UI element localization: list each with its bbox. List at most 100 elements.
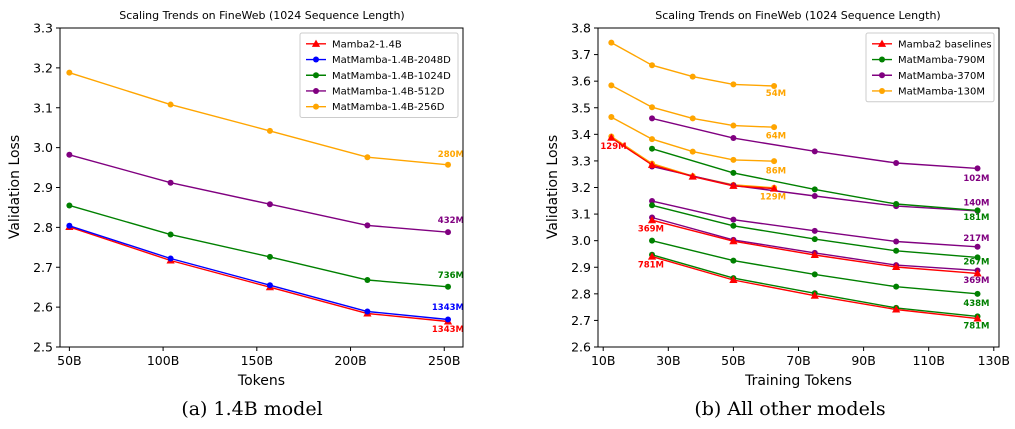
y-tick-label: 3.2 [571,180,591,195]
y-tick-label: 3.4 [571,127,591,142]
data-point [66,202,73,209]
y-tick-label: 2.7 [571,313,591,328]
legend-entry-label: MatMamba-370M [898,71,985,82]
data-point [893,160,900,167]
series-end-label: 781M [963,321,989,331]
data-point [364,154,371,161]
data-point [729,181,738,189]
series-line [69,154,449,233]
legend-entry-label: MatMamba-1.4B-256D [332,102,445,113]
data-point [649,145,656,152]
x-tick-label: 30B [656,353,680,368]
data-point [688,172,697,180]
data-point [689,148,696,155]
data-point [811,148,818,155]
data-point [649,198,656,205]
x-tick-label: 130B [978,353,1010,368]
data-point [608,39,615,46]
series-end-label: 86M [766,166,786,176]
legend-entry-label: Mamba2 baselines [898,39,992,50]
data-point [66,222,73,229]
y-tick-label: 2.9 [33,180,53,195]
legend-box [299,32,459,118]
data-point [771,124,778,131]
series-end-label: 267M [963,258,989,268]
y-tick-label: 2.5 [33,340,53,355]
x-tick-label: 150B [241,353,273,368]
data-point [445,161,452,168]
data-point [66,69,73,76]
series-end-label: 64M [766,131,786,141]
y-tick-label: 3.8 [571,21,591,36]
data-point [730,257,737,264]
legend-swatch-marker [311,39,321,47]
data-point [649,237,656,244]
data-point [730,216,737,223]
data-point [647,215,657,224]
data-point [892,305,901,313]
series-line [651,255,978,320]
data-point [608,82,615,89]
series-end-label: 438M [963,299,989,309]
series-end-label: 1343M [432,303,464,313]
y-tick-label: 3.1 [571,207,591,222]
data-point [266,201,273,208]
y-tick-label: 3.0 [33,140,53,155]
data-point [974,290,981,297]
legend-swatch-marker [877,39,887,47]
series-end-label: 280M [438,150,464,160]
series-end-label: 217M [963,234,989,244]
series-line [69,225,449,321]
y-tick-label: 2.9 [571,260,591,275]
data-point [364,308,371,315]
data-point [810,250,819,259]
data-point [729,275,738,284]
series-end-label: 432M [438,216,464,226]
legend-entry-label: MatMamba-1.4B-1024D [332,71,451,82]
y-tick-label: 3.7 [571,47,591,62]
series-line [610,137,775,190]
data-point [167,179,174,186]
x-tick-label: 50B [721,353,745,368]
data-point [973,269,982,277]
data-point [167,255,174,262]
series-end-label: 736M [438,271,464,281]
y-tick-label: 3.5 [571,100,591,115]
data-point [974,165,981,172]
data-point [647,252,657,260]
series-line [69,226,449,323]
data-point [730,156,737,163]
data-point [649,62,656,69]
data-point [811,227,818,234]
legend-entry-label: MatMamba-1.4B-512D [332,86,445,97]
chart-title: Scaling Trends on FineWeb (1024 Sequence… [655,9,940,22]
x-axis-label: Tokens [237,373,285,389]
x-tick-label: 200B [334,353,366,368]
data-point [167,231,174,238]
y-axis-label: Validation Loss [7,135,23,239]
data-point [647,160,657,168]
data-point [893,200,900,207]
data-point [973,314,982,322]
y-axis-label: Validation Loss [545,135,561,239]
data-point [649,115,656,122]
data-point [445,283,452,290]
data-point [769,184,779,192]
data-point [266,282,273,289]
data-point [974,243,981,250]
x-tick-label: 110B [912,353,944,368]
data-point [892,262,901,270]
series-end-label: 781M [638,260,664,270]
data-point [266,253,273,260]
caption-b: (b) All other models [694,398,885,420]
data-point [893,238,900,245]
data-point [445,316,452,323]
y-tick-label: 3.6 [571,74,591,89]
data-point [607,133,616,141]
y-tick-label: 3.2 [33,60,53,75]
legend-swatch-marker [313,72,319,79]
data-point [730,222,737,229]
data-point [266,127,273,134]
series-line [651,148,978,212]
chart-panel-all-other-models: Scaling Trends on FineWeb (1024 Sequence… [545,9,1010,389]
